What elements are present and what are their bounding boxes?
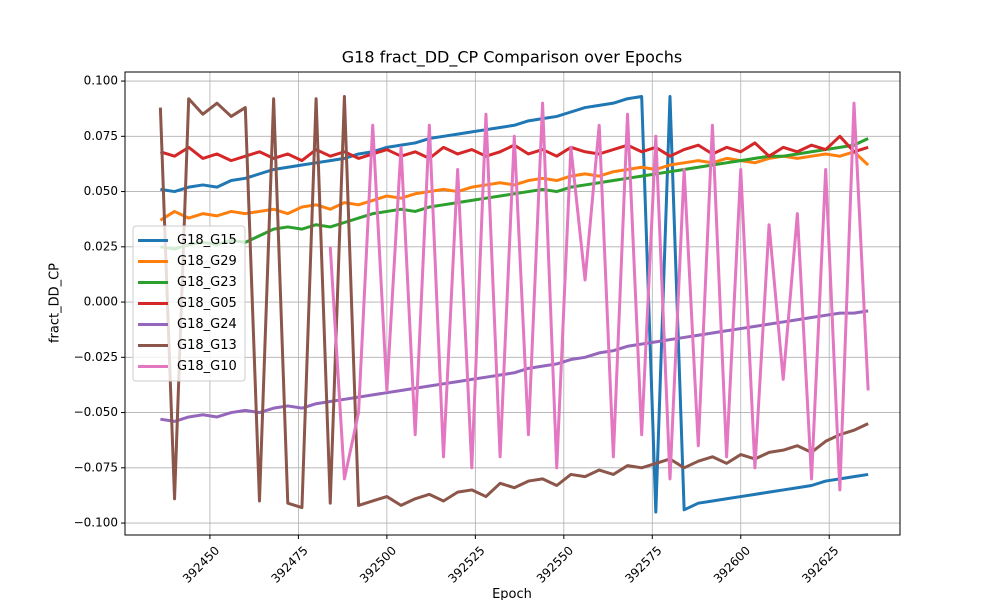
y-tick-label: −0.025 [74, 350, 118, 364]
y-tick-label: −0.100 [74, 516, 118, 530]
y-tick-label: −0.075 [74, 460, 118, 474]
data-line [328, 101, 870, 492]
data-line [160, 309, 869, 423]
legend-box [132, 225, 246, 382]
data-line [158, 95, 869, 510]
legend-label: G18_G24 [177, 317, 237, 332]
y-tick-label: 0.075 [84, 129, 118, 143]
x-axis-label: Epoch [492, 587, 532, 600]
legend-label: G18_G05 [177, 296, 237, 311]
legend-label: G18_G13 [177, 338, 237, 353]
legend-label: G18_G23 [177, 275, 237, 290]
plot-frame [124, 71, 901, 536]
legend-label: G18_G29 [177, 254, 237, 269]
legend-label: G18_G10 [177, 359, 237, 374]
data-line [160, 95, 869, 514]
y-axis-label: fract_DD_CP [48, 263, 63, 343]
legend: G18_G15 G18_G29 G18_G23 G18_G05 G18_G24 G18_G… [132, 225, 246, 382]
legend-label: G18_G15 [177, 233, 237, 248]
y-tick-label: 0.100 [84, 74, 118, 88]
y-tick-label: 0.025 [84, 239, 118, 253]
chart-title: G18 fract_DD_CP Comparison over Epochs [342, 48, 682, 68]
y-tick-label: 0.000 [84, 295, 118, 309]
y-tick-label: 0.050 [84, 184, 118, 198]
y-tick-label: −0.050 [74, 405, 118, 419]
